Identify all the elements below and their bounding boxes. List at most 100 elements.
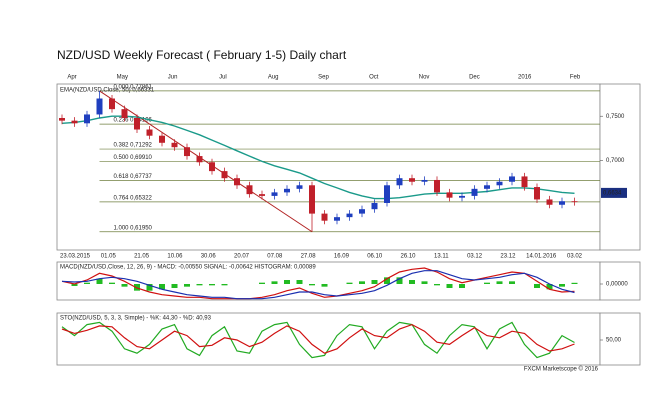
candle-body [346, 213, 353, 218]
histogram-bar [221, 284, 228, 286]
last-price-box [601, 187, 627, 198]
candle-body [309, 185, 315, 214]
histogram-bar [346, 282, 353, 284]
candle-body [184, 147, 190, 157]
candle-body [71, 120, 78, 124]
last-price-label: 0,6634 [603, 190, 622, 196]
chart-title: NZD/USD Weekly Forecast ( February 1-5) … [57, 48, 347, 62]
trend-line [99, 90, 313, 233]
candle-body [371, 202, 378, 210]
candle-body [496, 181, 503, 186]
histogram-bar [271, 281, 278, 284]
y-tick-label: 0,7500 [606, 114, 625, 120]
y-tick-label: 50,00 [606, 338, 622, 344]
histogram-bar [546, 284, 553, 290]
candle-body [446, 192, 453, 198]
date-label: 07.08 [267, 254, 283, 260]
fib-label: 0.382 0,71292 [114, 143, 153, 149]
histogram-bar [196, 284, 203, 286]
candle-body [259, 194, 265, 196]
fib-label: 0.500 0,69910 [114, 155, 153, 161]
candle-body [546, 199, 553, 205]
date-label: 23.12 [500, 254, 516, 260]
candle-body [571, 201, 578, 203]
histogram-bar [321, 284, 328, 287]
candle-body [196, 156, 203, 163]
candle-body [159, 135, 165, 143]
fib-label: 0.764 0,65322 [114, 195, 153, 201]
macd-axis [599, 261, 641, 301]
histogram-bar [409, 280, 415, 284]
fib-label: 0.236 0,74106 [114, 118, 153, 124]
candle-body [459, 195, 465, 198]
histogram-bar [446, 284, 453, 288]
date-label: 23.03.2015 [60, 254, 91, 260]
date-label: 13.11 [434, 254, 449, 260]
date-label: 14.01.2016 [526, 254, 557, 260]
histogram-bar [359, 281, 365, 284]
candle-body [121, 109, 128, 118]
candle-body [209, 162, 215, 172]
y-tick-label: 0,7000 [606, 158, 625, 164]
histogram-bar [371, 280, 378, 284]
fib-label: 0.000 0,77861 [114, 84, 153, 90]
ema-line [61, 115, 575, 200]
candle-body [171, 142, 178, 148]
candle-body [484, 185, 490, 189]
histogram-bar [384, 277, 390, 284]
histogram-bar [509, 281, 515, 284]
histogram-bar [396, 277, 403, 284]
price-panel [56, 83, 601, 251]
date-label: 26.10 [400, 254, 416, 260]
month-label: Nov [419, 75, 430, 81]
month-label: Aug [268, 75, 279, 81]
candle-body [246, 185, 253, 195]
month-label: Dec [469, 75, 480, 81]
histogram-bar [496, 281, 503, 284]
stoch-line [61, 321, 575, 359]
histogram-bar [146, 284, 153, 291]
histogram-bar [259, 282, 265, 284]
ema-legend: EMA(NZD/USD,Close, 50) 0,66331 [60, 88, 155, 94]
candle-body [334, 217, 340, 221]
macd-line [61, 267, 575, 300]
y-tick-label: 0,00000 [606, 282, 628, 288]
stoch-label: STO(NZD/USD, 5, 3, 3, Simple) - %K: 44,3… [60, 316, 212, 322]
candle-body [521, 176, 528, 188]
candle-body [84, 114, 90, 124]
histogram-bar [571, 282, 578, 284]
histogram-bar [121, 284, 128, 287]
candle-body [146, 129, 153, 136]
candle-body [421, 179, 428, 182]
macd-panel [56, 261, 601, 301]
candle-body [271, 192, 278, 196]
histogram-bar [459, 284, 465, 288]
macd-line [61, 270, 575, 300]
histogram-bar [421, 281, 428, 284]
month-label: Feb [570, 75, 581, 81]
candle-body [359, 209, 365, 214]
footer: FXCM Marketscope © 2016 [524, 366, 599, 373]
histogram-bar [184, 284, 190, 287]
candle-body [509, 176, 515, 182]
candle-body [471, 188, 478, 196]
candle-body [434, 179, 440, 193]
date-label: 01.05 [101, 254, 117, 260]
candle-body [384, 185, 390, 203]
month-label: May [117, 75, 128, 81]
histogram-bar [159, 284, 165, 290]
candle-body [96, 98, 103, 115]
histogram-bar [534, 284, 540, 288]
candle-body [396, 178, 403, 186]
histogram-bar [559, 284, 565, 287]
date-label: 10.06 [167, 254, 183, 260]
candle-body [221, 171, 228, 179]
month-label: 2016 [518, 75, 532, 81]
date-label: 06.10 [367, 254, 383, 260]
month-label: Jun [168, 75, 178, 81]
histogram-bar [296, 280, 303, 284]
candle-body [234, 178, 240, 186]
histogram-bar [284, 280, 290, 284]
histogram-bar [209, 284, 215, 286]
